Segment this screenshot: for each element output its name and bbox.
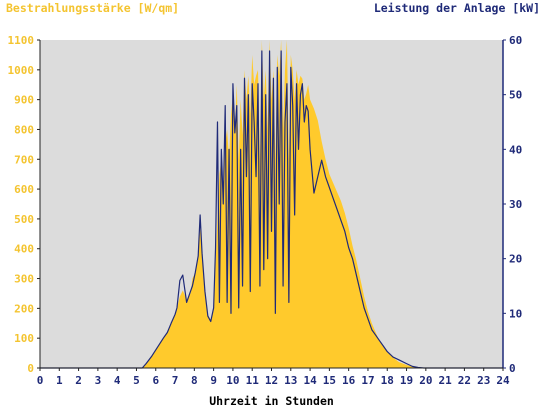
x-tick-label: 23	[477, 374, 490, 387]
x-tick-label: 13	[284, 374, 297, 387]
left-tick-label: 800	[14, 123, 34, 136]
left-tick-label: 1000	[8, 64, 35, 77]
left-tick-label: 400	[14, 243, 34, 256]
x-tick-label: 21	[439, 374, 453, 387]
left-tick-label: 600	[14, 183, 34, 196]
right-tick-label: 30	[509, 198, 522, 211]
x-tick-label: 10	[226, 374, 239, 387]
left-tick-label: 700	[14, 153, 34, 166]
x-tick-label: 0	[37, 374, 44, 387]
left-tick-label: 300	[14, 273, 34, 286]
left-axis-title: Bestrahlungsstärke [W/qm]	[6, 1, 180, 15]
x-tick-label: 22	[458, 374, 471, 387]
x-tick-label: 3	[95, 374, 102, 387]
x-tick-label: 8	[191, 374, 198, 387]
left-tick-label: 900	[14, 94, 34, 107]
x-tick-label: 9	[210, 374, 217, 387]
right-tick-label: 10	[509, 307, 522, 320]
right-tick-label: 40	[509, 143, 522, 156]
left-tick-label: 0	[27, 362, 34, 375]
x-tick-label: 16	[342, 374, 356, 387]
x-tick-label: 19	[400, 374, 413, 387]
x-tick-label: 24	[496, 374, 510, 387]
x-tick-label: 15	[323, 374, 336, 387]
right-axis-title: Leistung der Anlage [kW]	[373, 1, 540, 15]
x-tick-label: 12	[265, 374, 278, 387]
x-tick-label: 20	[419, 374, 432, 387]
left-tick-label: 500	[14, 213, 34, 226]
x-tick-label: 6	[152, 374, 159, 387]
series-power-line	[40, 50, 503, 369]
x-axis-label: Uhrzeit in Stunden	[209, 394, 334, 408]
x-tick-label: 7	[172, 374, 179, 387]
x-tick-label: 4	[114, 374, 121, 387]
left-tick-label: 200	[14, 302, 34, 315]
x-tick-label: 11	[246, 374, 260, 387]
left-tick-label: 100	[14, 332, 34, 345]
x-tick-label: 1	[56, 374, 63, 387]
left-tick-label: 1100	[8, 34, 35, 47]
right-tick-label: 0	[509, 362, 516, 375]
x-tick-label: 5	[133, 374, 140, 387]
x-tick-label: 18	[381, 374, 394, 387]
x-tick-label: 2	[75, 374, 82, 387]
series-layer	[40, 40, 503, 369]
x-tick-label: 14	[303, 374, 317, 387]
ticks-layer: 0100200300400500600700800900100011000102…	[8, 34, 523, 387]
right-tick-label: 50	[509, 89, 522, 102]
x-tick-label: 17	[361, 374, 374, 387]
right-tick-label: 20	[509, 253, 522, 266]
right-tick-label: 60	[509, 34, 522, 47]
